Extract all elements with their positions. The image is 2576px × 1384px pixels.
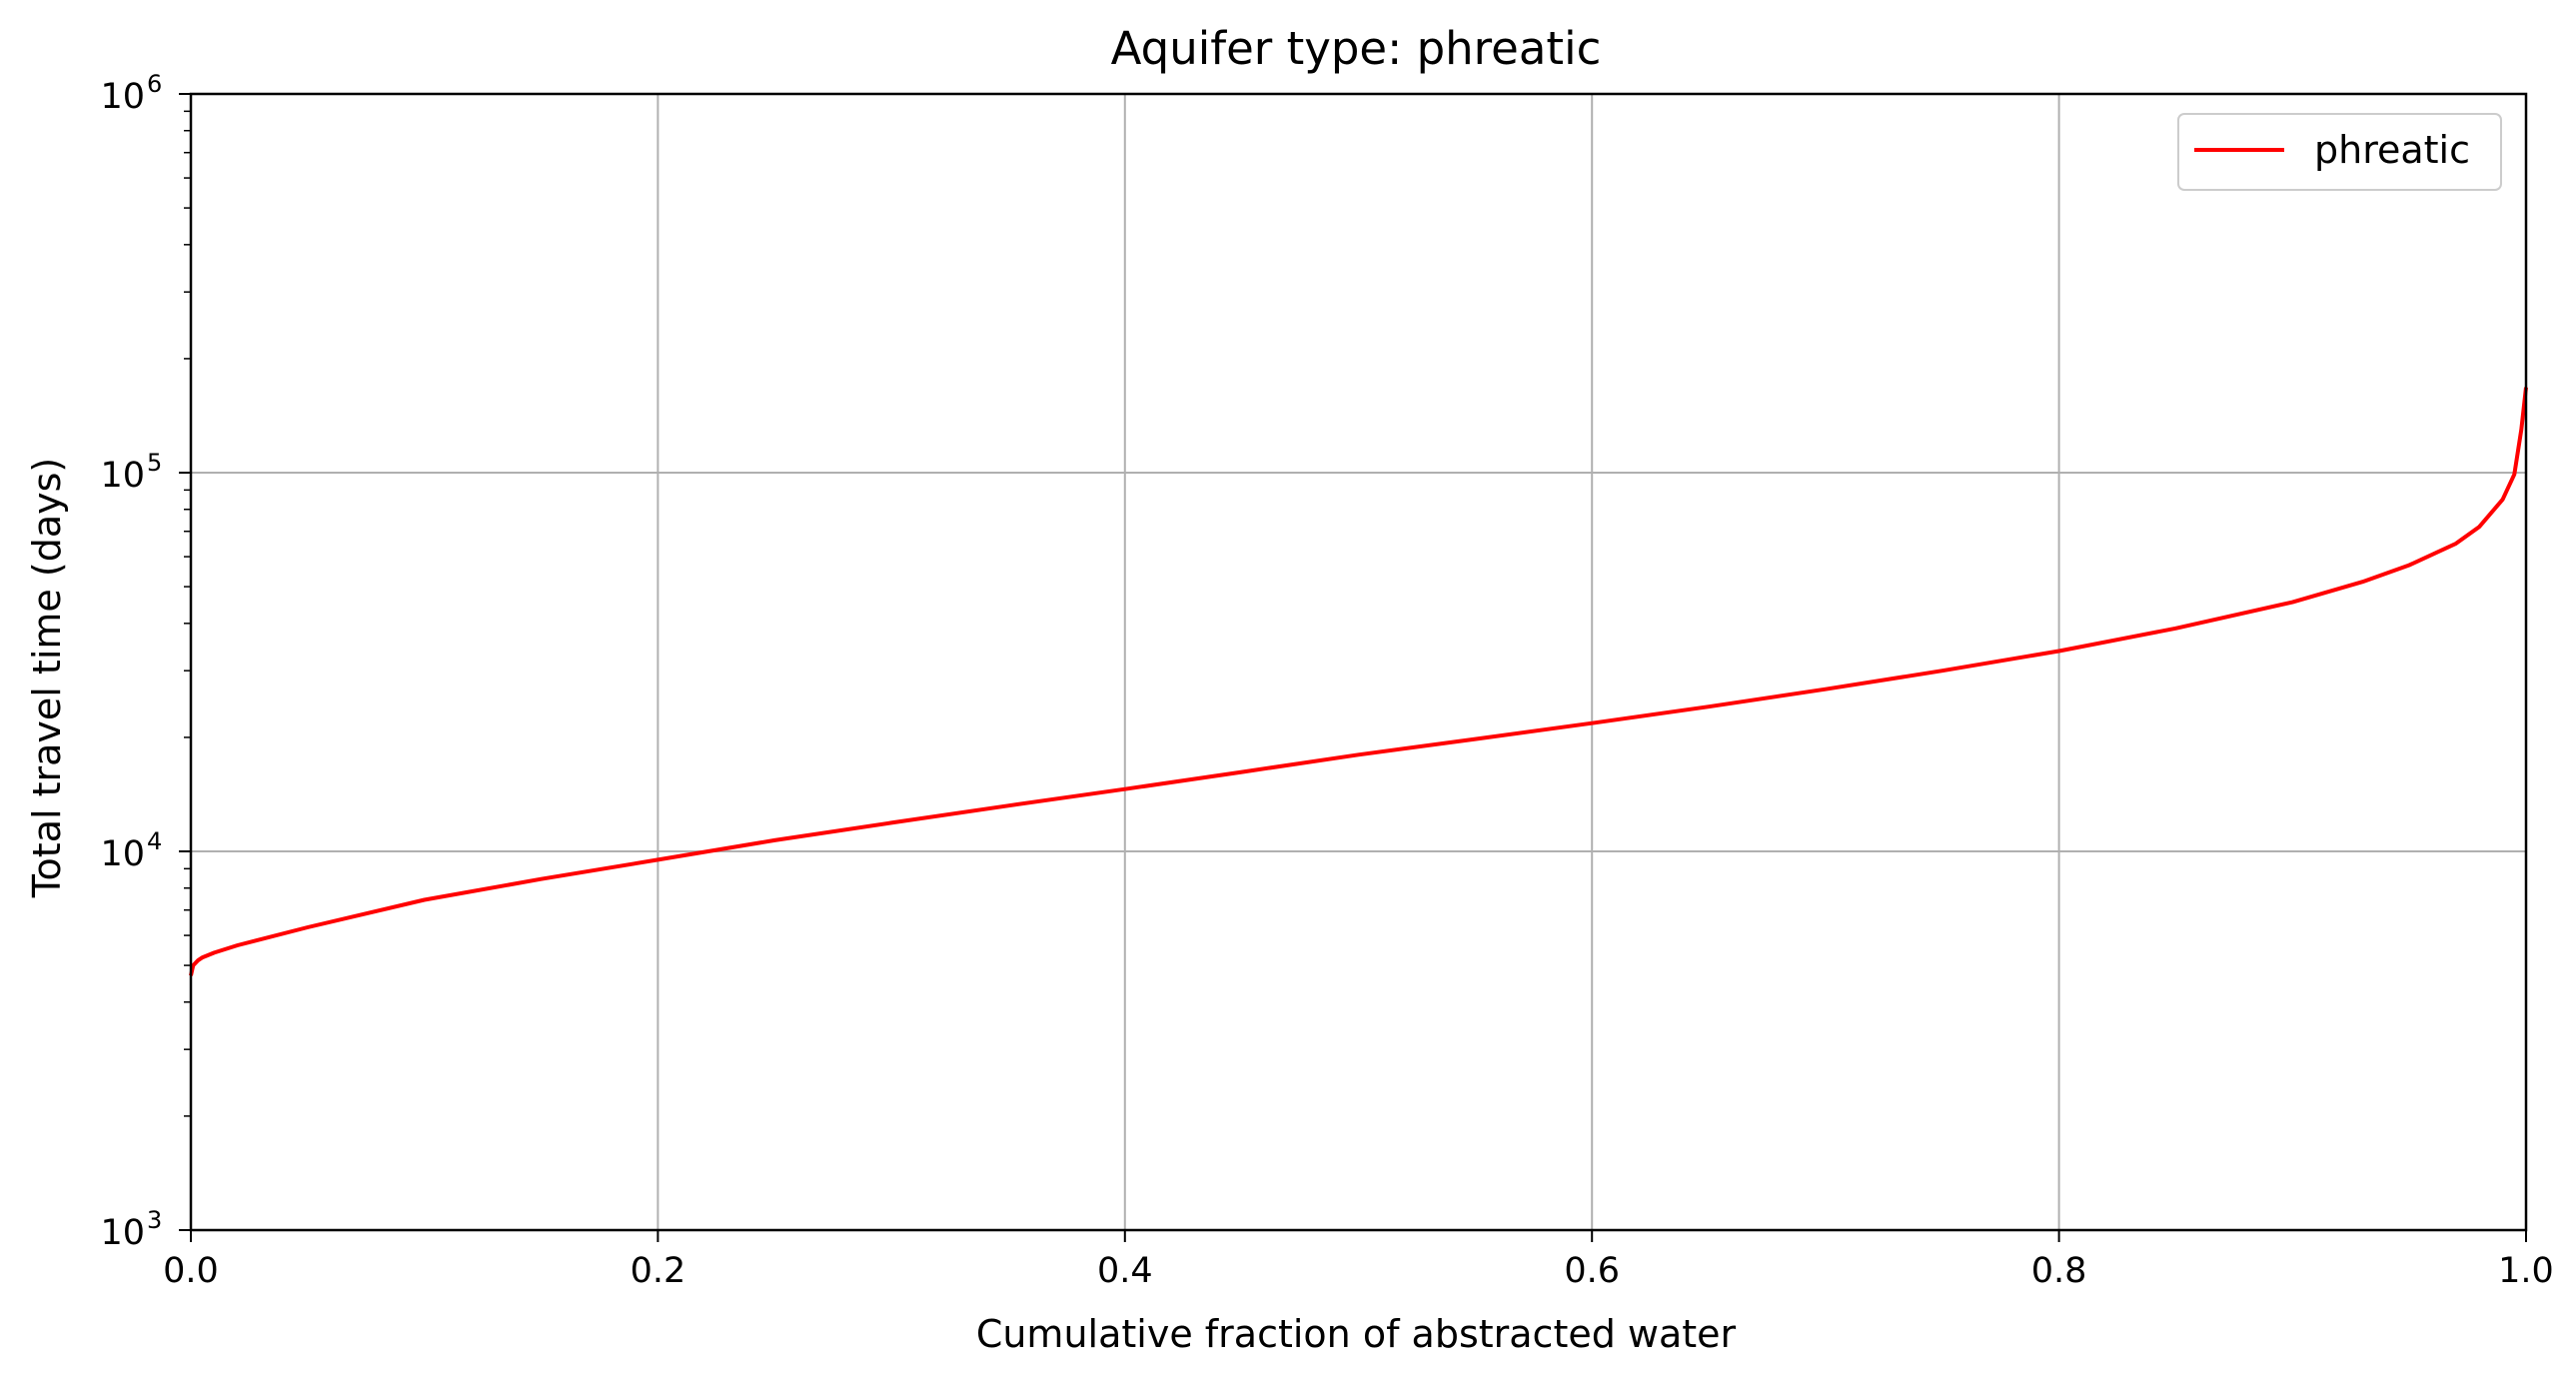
y-tick-label: 10	[100, 456, 145, 496]
plot-frame	[189, 92, 2528, 1232]
x-tick-label: 1.0	[2498, 1251, 2554, 1291]
series-line-phreatic	[189, 387, 2528, 976]
x-tick-label: 0.0	[163, 1251, 219, 1291]
legend-box	[2177, 113, 2502, 191]
x-tick-label: 0.6	[1564, 1251, 1620, 1291]
y-tick-exponent: 5	[147, 449, 162, 477]
legend: phreatic	[2177, 113, 2502, 191]
x-axis: 0.0 0.2 0.4 0.6 0.8 1.0	[163, 1230, 2554, 1291]
x-tick-label: 0.2	[631, 1251, 686, 1291]
y-tick-exponent: 6	[147, 70, 162, 98]
x-tick-label: 0.8	[2031, 1251, 2087, 1291]
grid	[191, 94, 2526, 1230]
y-tick-exponent: 4	[147, 827, 162, 855]
y-tick-label: 10	[100, 834, 145, 874]
y-tick-label: 10	[100, 77, 145, 117]
x-tick-label: 0.4	[1097, 1251, 1153, 1291]
y-tick-label: 10	[100, 1213, 145, 1253]
series-layer	[189, 387, 2528, 976]
x-axis-label: Cumulative fraction of abstracted water	[976, 1312, 1737, 1356]
legend-label-phreatic: phreatic	[2314, 128, 2470, 172]
y-axis-label: Total travel time (days)	[25, 458, 69, 898]
chart-title: Aquifer type: phreatic	[1111, 22, 1602, 75]
y-tick-exponent: 3	[147, 1206, 162, 1234]
